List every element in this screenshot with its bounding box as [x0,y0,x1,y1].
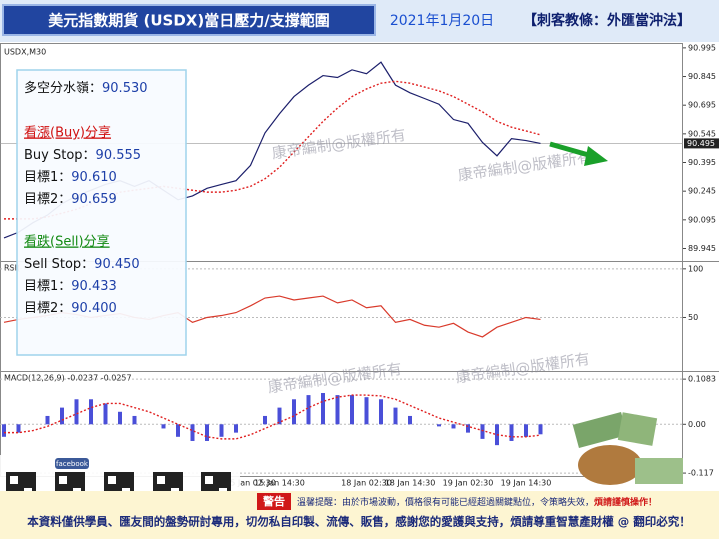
y-tick-label: 90.545 [688,129,716,138]
histogram-bar [74,399,79,425]
sell-title: 看跌(Sell)分享 [24,234,110,250]
histogram-bar [509,424,514,441]
histogram-bar [364,397,369,425]
macd-label: MACD(12,26,9) -0.0237 -0.0257 [4,374,132,383]
title-box [2,4,376,36]
date: 2021年1月20日 [390,13,494,29]
buy-target: 目標1：90.610 [24,170,117,185]
warning-badge-bg [257,493,291,510]
histogram-bar [393,407,398,425]
histogram-bar [408,415,412,425]
histogram-bar [524,424,528,437]
histogram-bar [321,393,325,425]
histogram-bar [219,424,224,437]
warning-text: 溫馨提醒：由於市場波動，價格很有可能已經超過關鍵點位，令策略失效，煩請謹慎操作！ [297,496,657,508]
buy-title: 看漲(Buy)分享 [24,125,111,141]
y-tick-label: 100 [688,264,703,273]
histogram-bar [306,395,311,425]
x-tick-label: 15 Jan 14:30 [254,479,305,488]
rsi-label: RSI( [4,264,20,273]
buy-stop: Buy Stop：90.555 [24,148,141,163]
warning-badge: 警告 [262,494,285,508]
tag: 【刺客教條：外匯當沖法】 [523,12,691,29]
y-tick-label: 90.995 [688,43,716,52]
pivot: 多空分水嶺：90.530 [24,80,148,96]
histogram-bar [466,424,470,433]
histogram-bar [118,411,122,425]
histogram-bar [379,399,383,425]
histogram-bar [161,424,166,429]
plot: 90.995 90.845 90.695 90.545 90.395 90.245 90.0… [0,43,719,488]
series-line [4,80,541,220]
money-image [572,411,683,485]
histogram-bar [190,424,195,441]
histogram-bar [480,424,485,439]
x-tick-label: 15 Jan 02:30 [225,479,276,488]
histogram-bar [350,395,354,425]
sell-target: 目標1：90.433 [24,279,117,294]
y-tick-label: 90.245 [688,187,716,196]
histogram-bar [45,415,50,425]
y-tick-label: -0.117 [688,469,714,478]
title: 美元指數期貨 (USDX)當日壓力/支撐範圍 [48,12,329,30]
histogram-bar [205,424,209,441]
histogram-bar [16,424,21,433]
x-tick-label: 18 Jan 02:30 [341,479,392,488]
trend-arrow [549,141,608,166]
x-tick-label: 19 Jan 14:30 [501,479,552,488]
social-label: facebook [56,460,89,468]
histogram-bar [176,424,180,437]
buy-target: 目標2：90.659 [24,192,117,207]
x-tick-label: 19 Jan 02:30 [443,479,494,488]
histogram-bar [451,424,456,429]
notice: 本資料僅供學員、匯友間的盤勢研討專用，切勿私自印製、流傳、販售，感謝您的愛護與支… [27,515,691,529]
y-tick-label: 89.945 [688,244,716,253]
histogram-bar [89,399,93,425]
histogram-bar [538,424,543,435]
y-tick-label: 50 [688,313,698,322]
info-box [16,69,187,356]
last-price-label: 90.495 [687,139,715,148]
histogram-bar [263,415,267,425]
histogram-bar [437,424,441,427]
series-line [4,394,541,440]
histogram-bar [277,407,282,425]
y-tick-label: 90.845 [688,72,716,81]
x-tick-label: 18 Jan 14:30 [385,479,436,488]
y-tick-label: 90.095 [688,215,716,224]
histogram-bar [103,403,108,425]
histogram-bar [2,424,6,437]
footer-bg [0,491,719,539]
y-tick-label: 90.695 [688,101,716,110]
sell-stop: Sell Stop：90.450 [24,257,140,272]
last-price-box [684,138,719,149]
histogram-bar [234,424,238,433]
histogram-bar [292,399,296,425]
sell-target: 目標2：90.400 [24,301,117,316]
y-tick-label: 0.1083 [688,375,716,384]
histogram-bar [60,407,64,425]
y-tick-label: 90.395 [688,158,716,167]
y-tick-label: 0.00 [688,420,706,429]
symbol: USDX,M30 [4,48,46,57]
histogram-bar [335,395,340,425]
histogram-bar [132,415,137,425]
